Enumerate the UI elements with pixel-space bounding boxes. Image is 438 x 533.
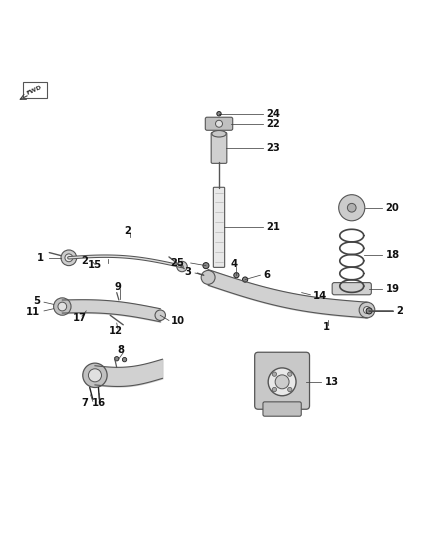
Text: 12: 12 <box>109 326 122 336</box>
FancyBboxPatch shape <box>263 402 301 416</box>
Circle shape <box>243 277 248 282</box>
FancyBboxPatch shape <box>332 282 371 295</box>
Text: 6: 6 <box>264 270 271 280</box>
Text: 2: 2 <box>396 306 403 316</box>
Circle shape <box>272 372 276 376</box>
Circle shape <box>201 270 215 284</box>
Ellipse shape <box>212 131 226 137</box>
Text: 21: 21 <box>266 222 280 232</box>
Text: 8: 8 <box>117 345 124 356</box>
Text: 4: 4 <box>231 260 238 269</box>
Text: 1: 1 <box>322 322 330 333</box>
Text: 20: 20 <box>386 203 399 213</box>
Circle shape <box>234 272 239 278</box>
Circle shape <box>364 306 371 313</box>
Circle shape <box>155 310 166 320</box>
Text: 1: 1 <box>37 253 44 263</box>
Text: 9: 9 <box>115 282 121 293</box>
Text: 19: 19 <box>386 284 400 294</box>
Text: 18: 18 <box>386 249 400 260</box>
Text: 15: 15 <box>88 260 102 270</box>
Circle shape <box>88 369 102 382</box>
Circle shape <box>215 120 223 127</box>
FancyBboxPatch shape <box>213 187 225 268</box>
Text: 13: 13 <box>325 377 339 387</box>
Text: 11: 11 <box>25 307 40 317</box>
Circle shape <box>288 387 292 392</box>
Circle shape <box>268 368 296 396</box>
Circle shape <box>61 250 77 265</box>
Circle shape <box>339 195 365 221</box>
Text: 14: 14 <box>313 290 327 301</box>
Circle shape <box>275 375 289 389</box>
Text: 23: 23 <box>266 143 280 153</box>
Circle shape <box>288 372 292 376</box>
FancyBboxPatch shape <box>211 133 227 163</box>
Circle shape <box>177 261 187 272</box>
Circle shape <box>65 254 73 262</box>
FancyBboxPatch shape <box>205 117 233 130</box>
Text: 3: 3 <box>184 267 191 277</box>
Text: 17: 17 <box>73 313 87 323</box>
Circle shape <box>347 204 356 212</box>
Circle shape <box>115 357 119 361</box>
Circle shape <box>272 387 276 392</box>
Text: 24: 24 <box>266 109 280 119</box>
Circle shape <box>83 363 107 387</box>
Circle shape <box>366 308 372 314</box>
Circle shape <box>217 111 221 116</box>
Text: 10: 10 <box>171 317 185 326</box>
Text: 16: 16 <box>92 398 106 408</box>
Text: 5: 5 <box>33 296 40 306</box>
Text: 7: 7 <box>81 398 88 408</box>
Text: 22: 22 <box>266 119 280 129</box>
Text: 2: 2 <box>124 226 131 236</box>
Circle shape <box>53 298 71 315</box>
Text: 25: 25 <box>170 258 184 268</box>
FancyBboxPatch shape <box>254 352 310 409</box>
Circle shape <box>58 302 67 311</box>
Circle shape <box>359 302 375 318</box>
Text: 2: 2 <box>81 256 88 266</box>
Circle shape <box>203 263 209 269</box>
Text: FWD: FWD <box>25 85 42 96</box>
Circle shape <box>122 358 127 362</box>
